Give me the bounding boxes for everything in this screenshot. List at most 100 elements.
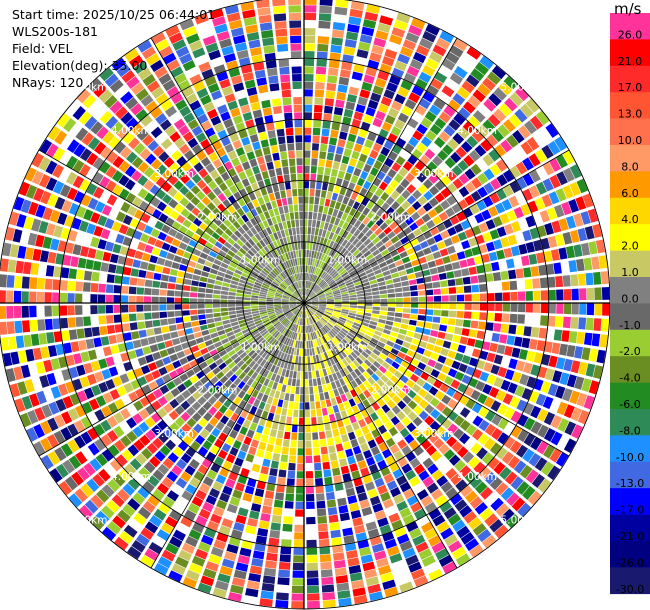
velocity-gate xyxy=(323,206,329,215)
velocity-gate xyxy=(439,248,449,257)
velocity-gate xyxy=(576,258,585,272)
velocity-gate xyxy=(263,320,271,326)
velocity-gate xyxy=(579,288,587,301)
info-panel: Start time: 2025/10/25 06:44:01 WLS200s-… xyxy=(12,6,215,91)
velocity-gate xyxy=(382,579,396,590)
velocity-gate xyxy=(59,184,71,198)
velocity-gate xyxy=(510,291,518,301)
velocity-gate xyxy=(319,439,327,447)
velocity-gate xyxy=(451,360,461,370)
velocity-gate xyxy=(327,406,334,415)
velocity-gate xyxy=(146,442,158,455)
velocity-gate xyxy=(196,201,206,211)
velocity-gate xyxy=(516,399,528,412)
velocity-gate xyxy=(434,136,446,149)
velocity-gate xyxy=(281,298,289,301)
velocity-gate xyxy=(330,216,336,225)
velocity-gate xyxy=(121,449,134,462)
velocity-gate xyxy=(394,317,402,323)
velocity-gate xyxy=(311,227,316,235)
velocity-gate xyxy=(335,354,342,362)
velocity-gate xyxy=(117,488,130,502)
velocity-gate xyxy=(268,288,276,292)
velocity-gate xyxy=(238,338,247,345)
velocity-gate xyxy=(87,427,99,441)
velocity-gate xyxy=(418,399,429,409)
velocity-gate xyxy=(440,481,453,493)
velocity-gate xyxy=(305,288,308,296)
velocity-gate xyxy=(220,295,228,299)
velocity-gate xyxy=(318,205,324,213)
velocity-gate xyxy=(318,307,326,310)
velocity-gate xyxy=(280,74,291,83)
velocity-gate xyxy=(154,450,166,462)
velocity-gate xyxy=(137,175,149,187)
velocity-gate xyxy=(526,350,536,362)
velocity-gate xyxy=(287,362,292,370)
velocity-gate xyxy=(357,268,365,275)
velocity-gate xyxy=(441,394,452,405)
velocity-gate xyxy=(416,321,425,328)
velocity-gate xyxy=(158,366,168,376)
velocity-gate xyxy=(94,438,106,452)
velocity-gate xyxy=(238,371,247,380)
velocity-gate xyxy=(350,438,359,448)
velocity-gate xyxy=(120,304,129,313)
velocity-gate xyxy=(159,349,169,358)
velocity-gate xyxy=(13,306,22,319)
velocity-gate xyxy=(6,306,14,319)
velocity-gate xyxy=(428,197,439,208)
velocity-gate xyxy=(255,279,263,285)
velocity-gate xyxy=(244,79,256,89)
velocity-gate xyxy=(497,403,508,416)
velocity-gate xyxy=(190,254,199,262)
velocity-gate xyxy=(329,357,335,366)
velocity-gate xyxy=(271,269,279,276)
velocity-gate xyxy=(511,497,526,512)
velocity-gate xyxy=(29,319,38,332)
velocity-gate xyxy=(168,228,178,237)
velocity-gate xyxy=(87,442,100,456)
elevation-text: Elevation(deg): 35.00 xyxy=(12,58,148,73)
velocity-gate xyxy=(273,499,284,508)
velocity-gate xyxy=(254,69,266,79)
velocity-gate xyxy=(361,226,370,235)
velocity-gate xyxy=(283,516,293,524)
velocity-gate xyxy=(600,271,609,285)
velocity-gate xyxy=(474,212,485,224)
velocity-gate xyxy=(114,398,126,410)
velocity-gate xyxy=(98,358,108,369)
velocity-gate xyxy=(339,163,348,172)
velocity-gate xyxy=(79,179,91,192)
velocity-gate xyxy=(220,415,229,425)
velocity-gate xyxy=(224,357,233,366)
velocity-gate xyxy=(353,395,362,405)
velocity-gate xyxy=(162,356,172,365)
velocity-gate xyxy=(394,526,407,538)
velocity-gate xyxy=(344,480,354,490)
velocity-gate xyxy=(212,336,221,344)
velocity-gate xyxy=(345,214,353,223)
velocity-gate xyxy=(318,538,330,547)
velocity-gate xyxy=(376,277,385,283)
velocity-gate xyxy=(282,345,288,353)
velocity-gate xyxy=(418,548,433,560)
velocity-gate xyxy=(554,204,565,218)
velocity-gate xyxy=(124,179,136,191)
velocity-gate xyxy=(66,187,78,201)
velocity-gate xyxy=(324,313,331,318)
velocity-gate xyxy=(551,220,562,234)
velocity-gate xyxy=(356,160,365,170)
velocity-gate xyxy=(310,282,314,290)
velocity-gate xyxy=(233,386,241,396)
velocity-gate xyxy=(325,230,331,239)
velocity-gate xyxy=(147,336,157,345)
velocity-gate xyxy=(170,387,181,398)
velocity-gate xyxy=(253,354,261,363)
velocity-gate xyxy=(464,168,476,180)
velocity-gate xyxy=(502,303,511,312)
velocity-gate xyxy=(372,503,384,513)
velocity-gate xyxy=(394,312,403,318)
velocity-gate xyxy=(583,395,595,410)
velocity-gate xyxy=(346,382,354,391)
